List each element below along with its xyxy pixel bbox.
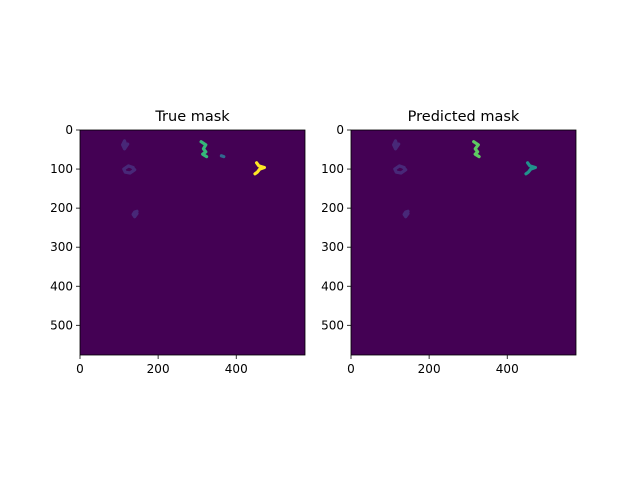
mask-blob-2 [131,209,139,219]
mask-blob-0 [120,139,130,151]
mask-blob-0 [392,139,401,151]
x-tick-label: 400 [225,362,248,376]
predicted-mask-panel: Predicted mask 0 200 400 0 100 200 300 400 500 [321,109,577,376]
y-tick-label: 0 [336,123,344,137]
axes-frame [79,129,306,356]
y-tick-label: 500 [50,318,73,332]
axes-frame [350,129,577,356]
mask-blob-4 [524,161,538,176]
chart-title: Predicted mask [408,109,520,125]
y-tick-label: 200 [321,201,344,215]
mask-blob-3 [199,140,209,159]
y-tick-label: 0 [65,123,73,137]
y-tick-label: 300 [321,240,344,254]
mask-image [351,130,576,355]
mask-blob-1 [122,164,137,175]
mask-blob-4 [219,154,226,159]
mask-blob-1 [393,164,408,175]
y-tick-label: 100 [321,162,344,176]
x-tick-label: 0 [347,362,355,376]
y-tick-label: 400 [50,279,73,293]
chart-title: True mask [154,109,230,125]
y-tick-label: 500 [321,318,344,332]
mask-blob-2 [402,209,410,219]
x-tick-label: 200 [147,362,170,376]
mask-blob-3 [472,140,481,159]
x-tick-label: 200 [418,362,441,376]
x-tick-label: 400 [496,362,519,376]
y-tick-label: 200 [50,201,73,215]
mask-blob-5 [253,161,266,176]
y-tick-label: 400 [321,279,344,293]
true-mask-panel: True mask 0 200 400 0 100 200 300 400 500 [50,109,306,376]
x-tick-label: 0 [76,362,84,376]
y-tick-label: 300 [50,240,73,254]
mask-image [80,130,305,355]
y-tick-label: 100 [50,162,73,176]
